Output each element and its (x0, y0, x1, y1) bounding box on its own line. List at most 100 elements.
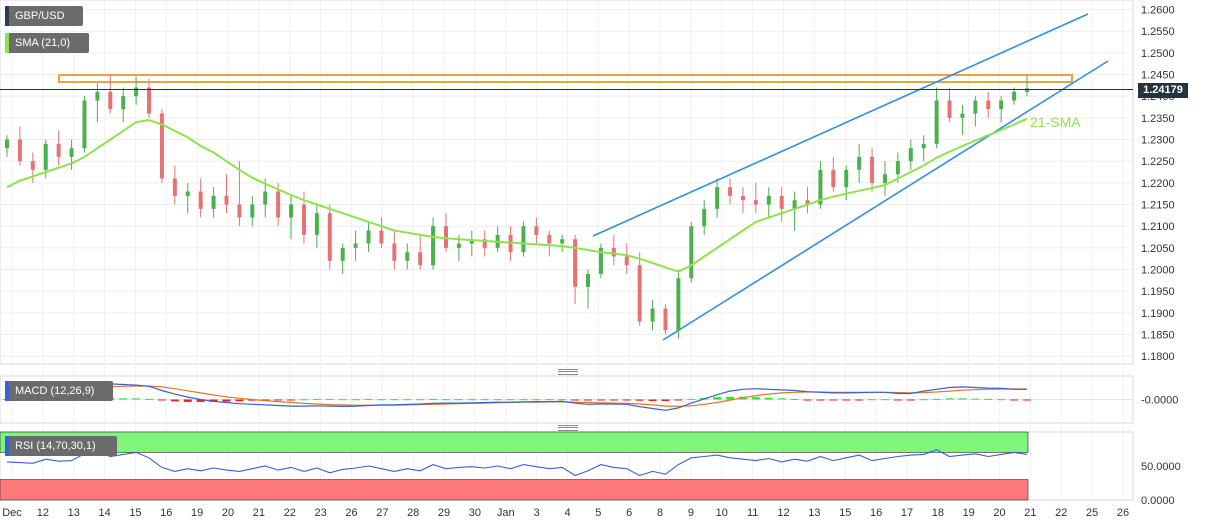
x-tick-label: Jan (497, 507, 515, 519)
macd-histogram-bar (338, 399, 347, 401)
candle-body (443, 226, 448, 248)
macd-histogram-bar (661, 399, 670, 401)
x-tick-label: 20 (993, 507, 1005, 519)
macd-histogram-bar (429, 398, 438, 400)
macd-histogram-bar (571, 399, 580, 401)
macd-histogram-bar (687, 398, 696, 400)
candle-body (250, 204, 255, 218)
candle-body (211, 195, 216, 209)
x-tick-label: 19 (963, 507, 975, 519)
candle-body (1012, 91, 1017, 101)
x-tick-label: 22 (1055, 507, 1067, 519)
macd-histogram-bar (868, 399, 877, 401)
macd-swatch (5, 381, 9, 401)
macd-histogram-bar (609, 399, 618, 401)
macd-histogram-bar (287, 399, 296, 401)
rsi-panel (6, 449, 1028, 477)
rsi-zones (0, 431, 1029, 501)
candle-body (353, 243, 358, 248)
candle-body (121, 96, 126, 110)
macd-histogram-bar (441, 399, 450, 401)
x-tick-label: 18 (932, 507, 944, 519)
sma-swatch (5, 33, 9, 53)
y-tick-label: 1.2450 (1141, 70, 1175, 82)
candle-body (17, 139, 22, 162)
candle-body (56, 143, 61, 157)
x-tick-label: 5 (595, 507, 601, 519)
macd-histogram-bar (919, 399, 928, 401)
candle-body (366, 230, 371, 244)
candle-body (882, 174, 887, 183)
candle-body (779, 195, 784, 209)
x-tick-label: 13 (68, 507, 80, 519)
candle-body (263, 191, 268, 205)
x-tick-label: 3 (534, 507, 540, 519)
x-tick-label: 28 (407, 507, 419, 519)
macd-histogram-bar (790, 398, 799, 400)
macd-histogram-bar (545, 399, 554, 401)
macd-histogram-bar (519, 399, 528, 401)
candle-body (431, 226, 436, 266)
macd-histogram-bar (506, 399, 515, 401)
x-tick-label: 16 (870, 507, 882, 519)
macd-histogram-bar (1010, 399, 1019, 401)
macd-histogram-bar (351, 399, 360, 401)
macd-histogram-bar (145, 398, 154, 400)
pair-swatch (5, 6, 9, 26)
candle-body (611, 247, 616, 257)
candle-body (624, 256, 629, 266)
macd-histogram-bar (726, 396, 735, 400)
x-tick-label: 29 (438, 507, 450, 519)
y-tick-label: 1.2200 (1141, 178, 1175, 190)
x-tick-label: 30 (469, 507, 481, 519)
candlesticks (5, 74, 1029, 339)
candle-body (482, 239, 487, 248)
macd-histogram-bar (997, 399, 1006, 401)
macd-histogram-bar (403, 399, 412, 401)
x-tick-label: Dec (2, 507, 22, 519)
sma-annotation: 21-SMA (1030, 114, 1081, 130)
x-tick-label: 21 (1024, 507, 1036, 519)
y-tick-label: 1.2100 (1141, 221, 1175, 233)
candle-body (5, 139, 9, 149)
candle-body (650, 308, 655, 322)
macd-histogram-bar (261, 399, 270, 401)
candle-body (147, 87, 152, 114)
pair-legend: GBP/USD (5, 6, 83, 26)
macd-histogram-bar (777, 398, 786, 400)
candle-body (521, 226, 526, 253)
macd-histogram-bar (622, 399, 631, 401)
macd-legend: MACD (12,26,9) (5, 381, 113, 401)
x-tick-label: 4 (564, 507, 570, 519)
macd-histogram-bar (170, 399, 179, 402)
candle-body (340, 247, 345, 261)
candle-body (108, 91, 113, 110)
candle-body (740, 195, 745, 201)
x-tick-label: 10 (716, 507, 728, 519)
candle-body (30, 161, 35, 170)
y-tick-label: 1.1800 (1141, 351, 1175, 363)
candle-body (547, 234, 552, 244)
macd-histogram-bar (235, 399, 244, 402)
y-tick-label: 1.2600 (1141, 5, 1175, 17)
candle-body (172, 178, 177, 196)
candle-body (637, 265, 642, 322)
x-tick-label: 27 (376, 507, 388, 519)
lower-trendline (662, 60, 1109, 341)
macd-histogram-bar (325, 398, 334, 400)
macd-histogram-bar (816, 399, 825, 401)
macd-histogram-bar (596, 399, 605, 401)
candle-body (831, 169, 836, 188)
candle-body (676, 278, 681, 331)
rsi-swatch (5, 436, 9, 456)
macd-resize-handle[interactable] (558, 369, 578, 375)
rsi-resize-handle[interactable] (558, 425, 578, 431)
x-tick-label: 26 (345, 507, 357, 519)
sma-legend: SMA (21,0) (5, 33, 89, 53)
x-tick-label: 21 (253, 507, 265, 519)
macd-histogram-bar (312, 398, 321, 400)
candle-body (276, 191, 281, 218)
macd-histogram-bar (932, 398, 941, 400)
y-tick-label: 1.2300 (1141, 135, 1175, 147)
macd-signal-line (6, 385, 1027, 408)
